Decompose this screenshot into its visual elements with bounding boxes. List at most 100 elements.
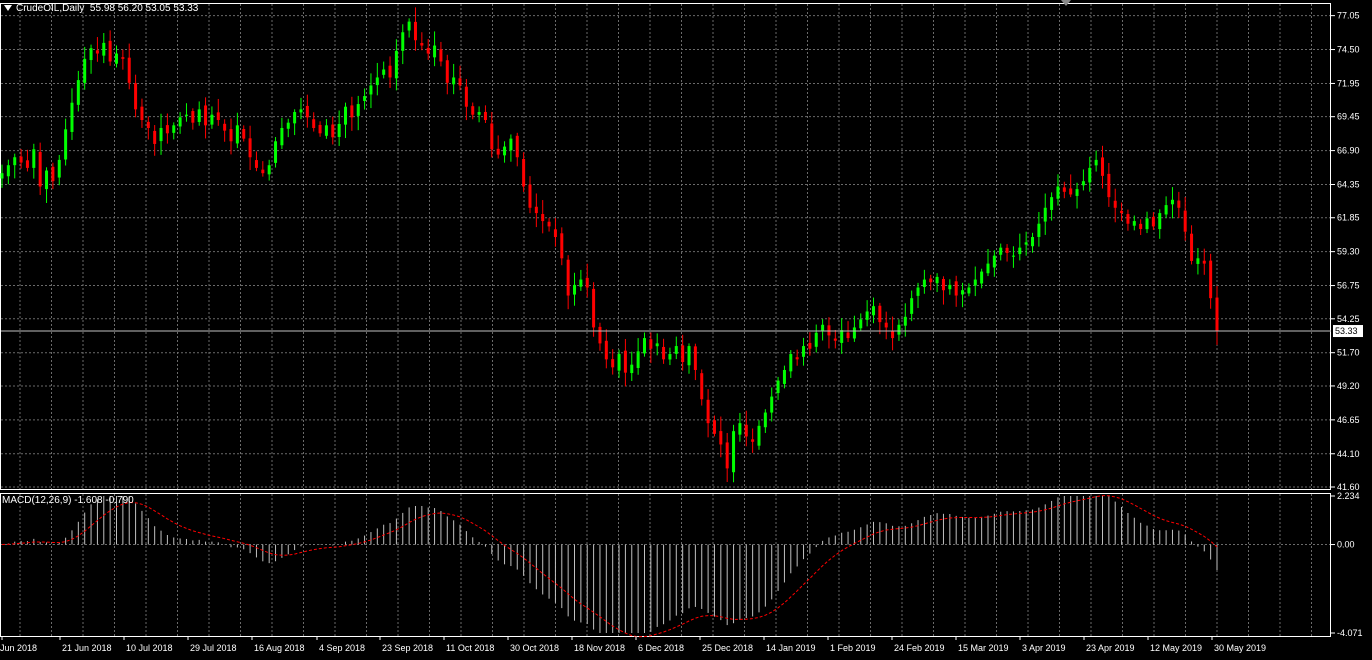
x-tick-label: 6 Dec 2018 [638, 643, 684, 653]
candle-bearish [223, 123, 227, 131]
candle-bullish [802, 346, 806, 357]
candle-bullish [70, 102, 74, 132]
candle-bullish [821, 324, 825, 331]
candle-bearish [490, 123, 494, 150]
candle-bearish [941, 278, 945, 291]
candle-bearish [1126, 214, 1130, 224]
candle-bullish [1018, 247, 1022, 255]
candle-bullish [992, 255, 996, 268]
candle-bullish [1075, 189, 1079, 196]
candle-bullish [1145, 218, 1149, 230]
candle-bullish [344, 106, 348, 125]
candle-bearish [464, 86, 468, 107]
candle-bullish [115, 53, 119, 64]
candle-bearish [884, 322, 888, 328]
candle-bullish [782, 369, 786, 384]
candle-bullish [83, 58, 87, 83]
ohlc-readout: 55.98 56.20 53.05 53.33 [89, 3, 199, 14]
candle-bearish [1100, 157, 1104, 176]
candle-bullish [859, 319, 863, 329]
candle-bearish [242, 129, 246, 139]
candle-bullish [32, 149, 36, 168]
candle-bullish [922, 279, 926, 287]
y-tick-label: 51.70 [1337, 348, 1360, 358]
x-tick-label: 23 Apr 2019 [1086, 643, 1135, 653]
candle-bearish [1215, 297, 1219, 332]
x-tick-label: 10 Jul 2018 [126, 643, 173, 653]
candle-bearish [1113, 200, 1117, 208]
candle-bearish [439, 49, 443, 62]
collapse-triangle-icon[interactable] [4, 5, 12, 12]
candle-bearish [662, 346, 666, 360]
candle-bearish [25, 160, 29, 168]
candle-bullish [6, 165, 10, 177]
candle-bullish [89, 48, 93, 61]
price-scale-marker-icon[interactable] [1061, 0, 1071, 6]
candle-bearish [1183, 210, 1187, 232]
y-tick-label: 64.35 [1337, 180, 1360, 190]
candle-bearish [604, 340, 608, 360]
candle-bearish [1120, 210, 1124, 214]
candle-bearish [706, 399, 710, 424]
x-tick-label: 25 Dec 2018 [702, 643, 753, 653]
candle-bearish [623, 350, 627, 373]
candle-bearish [585, 277, 589, 288]
y-tick-label: 69.45 [1337, 112, 1360, 122]
candle-bullish [337, 124, 341, 137]
x-tick-label: 29 Jul 2018 [190, 643, 237, 653]
candle-bullish [1164, 205, 1168, 215]
candle-bearish [929, 278, 933, 283]
candle-bullish [159, 127, 163, 142]
candle-bearish [560, 233, 564, 259]
candle-bullish [64, 129, 68, 160]
candle-bearish [515, 135, 519, 158]
candle-bullish [1031, 237, 1035, 247]
candle-bullish [76, 80, 80, 105]
candle-bearish [598, 326, 602, 344]
candle-bearish [712, 420, 716, 434]
candle-bearish [108, 40, 112, 62]
candle-bearish [229, 129, 233, 142]
candle-bearish [566, 259, 570, 296]
candle-bullish [1158, 213, 1162, 230]
candle-bearish [1209, 260, 1213, 299]
x-tick-label: 24 Feb 2019 [894, 643, 945, 653]
candle-bullish [13, 157, 17, 166]
candle-bearish [891, 330, 895, 339]
candle-bullish [280, 127, 284, 146]
candle-bullish [509, 138, 513, 151]
candle-bullish [636, 351, 640, 368]
candle-bearish [95, 50, 99, 54]
candle-bullish [668, 354, 672, 360]
candle-bearish [261, 169, 265, 174]
x-tick-label: 18 Nov 2018 [574, 643, 625, 653]
candle-bearish [38, 151, 42, 187]
candle-bullish [1056, 186, 1060, 199]
candle-bullish [871, 306, 875, 316]
macd-y-tick-label: -4.071 [1337, 628, 1363, 638]
candle-bullish [184, 114, 188, 116]
candle-bullish [967, 287, 971, 294]
candle-bullish [789, 354, 793, 372]
candle-bullish [732, 431, 736, 473]
candle-bullish [986, 263, 990, 274]
candle-bullish [235, 125, 239, 144]
candle-bearish [146, 121, 150, 128]
candle-bearish [121, 57, 125, 59]
macd-title: MACD(12,26,9) -1.608 -0.790 [2, 495, 134, 506]
candle-bullish [573, 284, 577, 295]
candle-bullish [674, 346, 678, 354]
candle-bullish [382, 69, 386, 75]
candle-bullish [897, 324, 901, 335]
candle-bullish [401, 32, 405, 51]
candle-bullish [980, 271, 984, 284]
candle-bearish [19, 156, 23, 163]
candle-bullish [1024, 242, 1028, 245]
y-tick-label: 74.50 [1337, 45, 1360, 55]
candle-bullish [57, 159, 61, 178]
candle-bearish [134, 83, 138, 110]
candle-bullish [407, 21, 411, 31]
candle-bearish [1062, 187, 1066, 192]
candle-bullish [865, 311, 869, 320]
